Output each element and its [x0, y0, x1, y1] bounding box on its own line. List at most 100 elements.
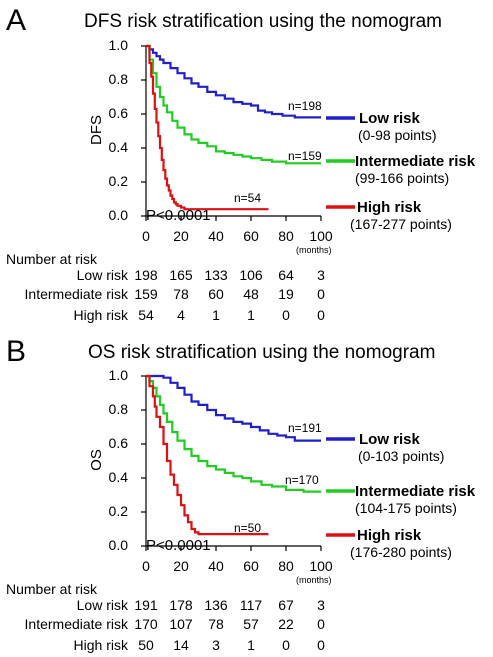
risk-cell: 0	[317, 307, 325, 323]
risk-cell: 60	[208, 286, 224, 302]
legend-low-risk: Low risk	[359, 431, 421, 448]
panel-b-risk-table: Number at risk Low risk Intermediate ris…	[6, 581, 325, 653]
risk-cell: 78	[208, 616, 224, 632]
x-tick-label: 0	[142, 558, 150, 574]
panel-a: A DFS risk stratification using the nomo…	[6, 4, 476, 323]
panel-a-x-ticks: 0 20 40 60 80 100	[142, 228, 333, 244]
y-tick-label: 0.6	[109, 105, 129, 121]
panel-b-legend: Low risk (0-103 points) Intermediate ris…	[350, 431, 476, 560]
risk-cell: 4	[177, 307, 185, 323]
panel-a-legend-lines	[326, 116, 355, 209]
risk-cell: 1	[247, 637, 255, 653]
risk-cell: 106	[239, 267, 263, 283]
risk-cell: 0	[282, 637, 290, 653]
panel-b-title: OS risk stratification using the nomogra…	[88, 342, 435, 363]
risk-cell: 78	[173, 286, 189, 302]
risk-cell: 191	[134, 597, 158, 613]
legend-low-risk: Low risk	[359, 110, 421, 127]
risk-cell: 1	[212, 307, 220, 323]
panel-b-y-axis-label: OS	[88, 449, 105, 471]
risk-cell: 170	[134, 616, 158, 632]
risk-cell: 159	[134, 286, 158, 302]
panel-b-x-unit: (months)	[296, 575, 332, 585]
x-tick-label: 0	[142, 228, 150, 244]
panel-a-axes	[141, 45, 322, 221]
panel-b-n-intermediate: n=170	[285, 473, 319, 487]
risk-cell: 133	[204, 267, 228, 283]
legend-high-risk-range: (176-280 points)	[350, 544, 452, 560]
y-tick-label: 0.4	[109, 469, 129, 485]
x-tick-label: 40	[208, 558, 224, 574]
risk-row-label: Low risk	[77, 267, 129, 283]
x-tick-label: 100	[309, 558, 333, 574]
y-tick-label: 0.2	[109, 173, 129, 189]
risk-cell: 0	[282, 307, 290, 323]
panel-b-legend-lines	[326, 437, 355, 537]
x-tick-label: 100	[309, 228, 333, 244]
intermediate-risk-curve	[146, 44, 321, 165]
panel-b-letter: B	[6, 335, 26, 368]
risk-cell: 0	[317, 637, 325, 653]
risk-cell: 0	[317, 616, 325, 632]
panel-b-curves	[146, 374, 321, 536]
risk-cell: 50	[138, 637, 154, 653]
x-tick-label: 60	[243, 228, 259, 244]
legend-intermediate-risk: Intermediate risk	[355, 483, 476, 500]
risk-cell: 3	[212, 637, 220, 653]
risk-row-label: High risk	[74, 307, 129, 323]
risk-cell: 22	[278, 616, 294, 632]
risk-cell: 1	[247, 307, 255, 323]
legend-low-risk-range: (0-98 points)	[358, 127, 437, 143]
legend-high-risk-range: (167-277 points)	[350, 216, 452, 232]
y-tick-label: 1.0	[109, 367, 129, 383]
y-tick-label: 0.0	[109, 207, 129, 223]
y-tick-label: 0.8	[109, 71, 129, 87]
risk-cell: 136	[204, 597, 228, 613]
risk-cell: 3	[317, 597, 325, 613]
risk-cell: 198	[134, 267, 158, 283]
x-tick-label: 20	[173, 228, 189, 244]
legend-high-risk: High risk	[357, 199, 422, 216]
risk-row-label: Low risk	[77, 597, 129, 613]
risk-cell: 54	[138, 307, 154, 323]
y-tick-label: 0.2	[109, 503, 129, 519]
y-tick-label: 0.4	[109, 139, 129, 155]
risk-table-header: Number at risk	[6, 251, 98, 267]
risk-cell: 57	[243, 616, 259, 632]
legend-intermediate-risk-range: (99-166 points)	[355, 170, 449, 186]
intermediate-risk-curve	[146, 374, 321, 493]
x-tick-label: 80	[278, 228, 294, 244]
panel-a-title: DFS risk stratification using the nomogr…	[84, 11, 442, 32]
panel-b-p-value: P<0.0001	[146, 537, 211, 554]
x-tick-label: 60	[243, 558, 259, 574]
risk-row-label: High risk	[74, 637, 129, 653]
legend-high-risk: High risk	[357, 527, 422, 544]
panel-b-axes	[141, 375, 322, 551]
panel-b-y-ticks: 1.0 0.8 0.6 0.4 0.2 0.0	[109, 367, 129, 553]
low-risk-curve	[146, 374, 321, 442]
y-tick-label: 0.6	[109, 435, 129, 451]
risk-cell: 48	[243, 286, 259, 302]
risk-table-header: Number at risk	[6, 581, 98, 597]
legend-low-risk-range: (0-103 points)	[358, 448, 444, 464]
panel-b-n-low: n=191	[288, 421, 322, 435]
panel-b-x-ticks: 0 20 40 60 80 100	[142, 558, 333, 574]
panel-a-y-ticks: 1.0 0.8 0.6 0.4 0.2 0.0	[109, 37, 129, 223]
panel-b: B OS risk stratification using the nomog…	[6, 335, 476, 653]
x-tick-label: 20	[173, 558, 189, 574]
panel-a-x-unit: (months)	[296, 245, 332, 255]
risk-row-label: Intermediate risk	[25, 616, 129, 632]
y-tick-label: 1.0	[109, 37, 129, 53]
panel-b-n-high: n=50	[234, 521, 261, 535]
high-risk-curve	[146, 374, 269, 536]
risk-cell: 3	[317, 267, 325, 283]
x-tick-label: 80	[278, 558, 294, 574]
risk-cell: 67	[278, 597, 294, 613]
risk-cell: 64	[278, 267, 294, 283]
risk-cell: 178	[169, 597, 193, 613]
panel-a-n-high: n=54	[234, 191, 261, 205]
x-tick-label: 40	[208, 228, 224, 244]
panel-a-letter: A	[6, 4, 26, 37]
panel-a-p-value: P<0.0001	[146, 207, 211, 224]
y-tick-label: 0.8	[109, 401, 129, 417]
